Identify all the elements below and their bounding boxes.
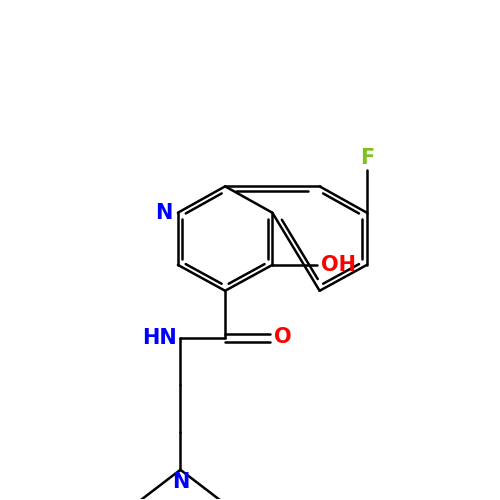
Text: N: N [156,202,173,222]
Text: N: N [172,472,189,492]
Text: HN: HN [142,328,177,348]
Text: F: F [360,148,374,168]
Text: OH: OH [320,255,356,275]
Text: O: O [274,327,291,347]
